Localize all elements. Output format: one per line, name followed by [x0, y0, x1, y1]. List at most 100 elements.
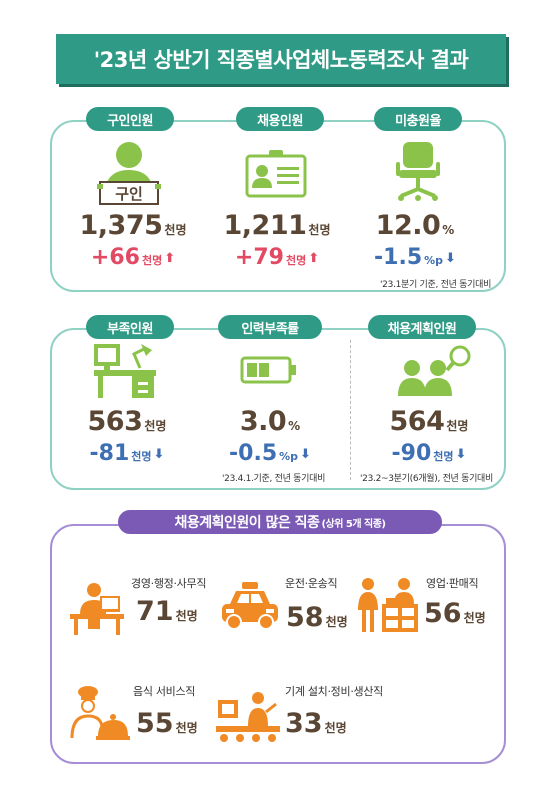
job-value-food-service: 55 천명 [136, 708, 198, 739]
stat-change: +79 천명 ⬆ [212, 245, 342, 270]
panel2-footnote-right: '23.2~3분기(6개월), 전년 동기대비 [360, 474, 494, 484]
value-unit: 천명 [175, 721, 198, 735]
label-text: 채용인원 [257, 113, 303, 129]
id-card-icon [245, 150, 307, 198]
value-number: 563 [87, 406, 143, 437]
stat-value: 3.0% [205, 406, 335, 437]
down-arrow-icon: ⬇ [455, 447, 467, 462]
value-number: 3.0 [239, 406, 287, 437]
stat-change: -0.5 %p ⬇ [205, 441, 335, 466]
stat-change: -1.5 %p ⬇ [355, 245, 475, 270]
taxi-icon [222, 582, 278, 630]
change-number: -0.5 [229, 441, 278, 466]
up-arrow-icon: ⬆ [164, 251, 176, 266]
label-text: 채용계획인원 [387, 321, 457, 337]
panel2-divider [350, 340, 351, 480]
label-text: 부족인원 [107, 321, 153, 337]
page-title-text: '23년 상반기 직종별사업체노동력조사 결과 [93, 48, 469, 72]
top-occupations-title: 채용계획인원이 많은 직종 (상위 5개 직종) [118, 510, 442, 534]
value-number: 33 [285, 708, 323, 739]
stat-value: 1,375 천명 [68, 210, 198, 241]
job-label-transport: 운전·운송직 [285, 577, 338, 590]
label-shortage-rate: 인력부족률 [218, 315, 322, 339]
value-unit: % [288, 419, 301, 433]
down-arrow-icon: ⬇ [445, 251, 456, 266]
down-arrow-icon: ⬇ [153, 447, 165, 462]
stat-shortage-rate: 3.0% -0.5 %p ⬇ [205, 406, 335, 466]
battery-icon [240, 356, 296, 384]
production-worker-icon [216, 692, 280, 742]
change-unit: 천명 [131, 450, 152, 463]
job-label-machinery: 기계 설치·정비·생산직 [285, 685, 383, 698]
value-number: 1,211 [223, 210, 307, 241]
label-shortage: 부족인원 [86, 315, 174, 339]
change-unit: %p [424, 254, 444, 267]
value-unit: 천명 [175, 609, 198, 623]
change-number: -1.5 [374, 245, 423, 270]
label-text: 구인인원 [107, 113, 153, 129]
value-number: 71 [136, 596, 174, 627]
value-unit: 천명 [446, 419, 469, 433]
change-unit: %p [279, 450, 299, 463]
people-search-icon [398, 345, 471, 396]
office-worker-icon [70, 583, 124, 635]
job-label-management: 경영·행정·사무직 [131, 577, 207, 590]
desk-icon [94, 344, 156, 398]
value-unit: 천명 [324, 721, 347, 735]
value-number: 56 [424, 598, 462, 629]
stat-planned-hires: 564 천명 -90 천명 ⬇ [364, 406, 494, 466]
change-unit: 천명 [141, 254, 163, 267]
job-value-management: 71 천명 [136, 596, 198, 627]
panel2-footnote-left: '23.4.1.기준, 전년 동기대비 [222, 474, 326, 484]
value-unit: % [442, 223, 455, 237]
up-arrow-icon: ⬆ [308, 251, 320, 266]
value-number: 55 [136, 708, 174, 739]
sales-counter-icon [358, 578, 418, 632]
page-title: '23년 상반기 직종별사업체노동력조사 결과 [56, 34, 506, 84]
stat-value: 564 천명 [364, 406, 494, 437]
stat-change: -81 천명 ⬇ [62, 441, 192, 466]
value-number: 58 [286, 602, 324, 633]
office-chair-icon [396, 142, 440, 201]
value-unit: 천명 [463, 611, 486, 625]
stat-job-openings: 1,375 천명 +66 천명 ⬆ [68, 210, 198, 270]
value-unit: 천명 [308, 223, 331, 237]
panel1-footnote: '23.1분기 기준, 전년 동기대비 [380, 280, 492, 290]
stat-value: 563 천명 [62, 406, 192, 437]
job-value-sales: 56 천명 [424, 598, 486, 629]
job-value-transport: 58 천명 [286, 602, 348, 633]
stat-value: 12.0% [355, 210, 475, 241]
label-unfilled-rate: 미충원율 [374, 107, 462, 131]
label-hires: 채용인원 [236, 107, 324, 131]
title-text: 채용계획인원이 많은 직종 [174, 515, 320, 531]
stat-unfilled-rate: 12.0% -1.5 %p ⬇ [355, 210, 475, 270]
change-unit: 천명 [285, 254, 307, 267]
label-planned-hires: 채용계획인원 [368, 315, 476, 339]
value-unit: 천명 [325, 615, 348, 629]
change-number: -81 [89, 441, 130, 466]
change-number: -90 [391, 441, 432, 466]
chef-icon [70, 686, 130, 740]
job-label-sales: 영업·판매직 [426, 577, 479, 590]
change-number: +66 [90, 245, 140, 270]
job-value-machinery: 33 천명 [285, 708, 347, 739]
stat-change: -90 천명 ⬇ [364, 441, 494, 466]
label-text: 인력부족률 [241, 321, 299, 337]
label-text: 미충원율 [395, 113, 441, 129]
stat-value: 1,211 천명 [212, 210, 342, 241]
person-sign-icon: 구인 [97, 142, 161, 205]
job-label-food-service: 음식 서비스직 [133, 685, 196, 698]
value-unit: 천명 [164, 223, 187, 237]
stat-shortage: 563 천명 -81 천명 ⬇ [62, 406, 192, 466]
value-number: 564 [389, 406, 445, 437]
sign-text: 구인 [115, 185, 143, 203]
stat-change: +66 천명 ⬆ [68, 245, 198, 270]
change-unit: 천명 [433, 450, 454, 463]
value-unit: 천명 [144, 419, 167, 433]
value-number: 1,375 [79, 210, 163, 241]
value-number: 12.0 [375, 210, 441, 241]
label-job-openings: 구인인원 [86, 107, 174, 131]
change-number: +79 [234, 245, 284, 270]
stat-hires: 1,211 천명 +79 천명 ⬆ [212, 210, 342, 270]
title-subtext: (상위 5개 직종) [321, 518, 386, 530]
